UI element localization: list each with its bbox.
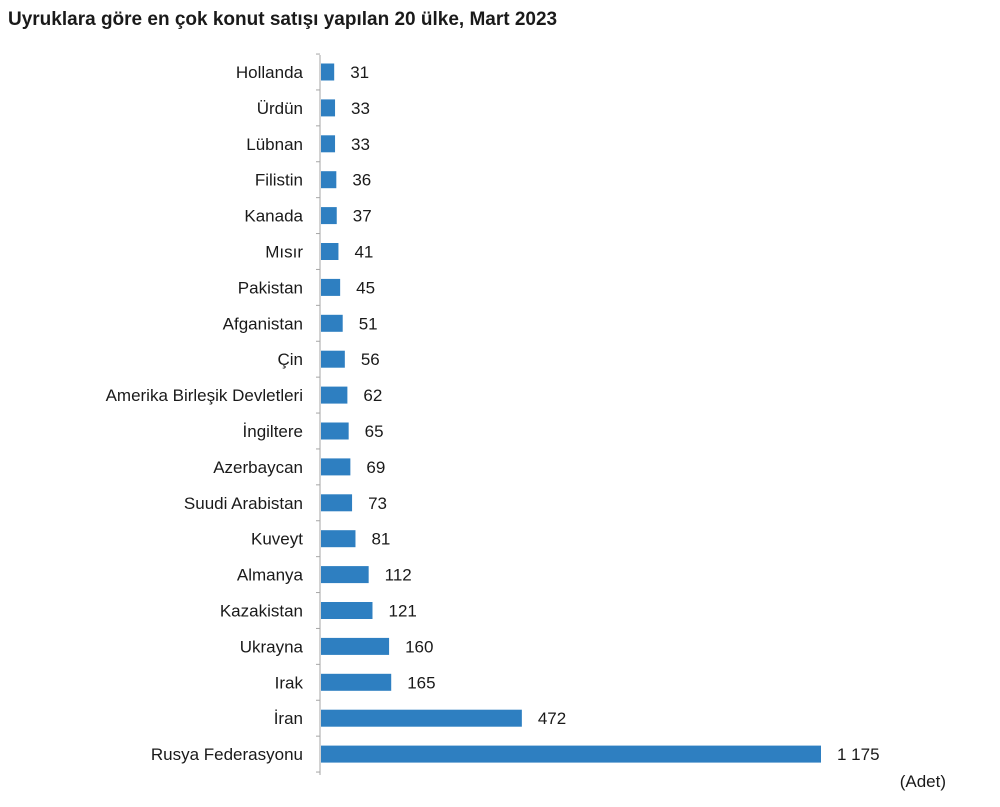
value-label: 56 — [361, 350, 380, 369]
value-label: 51 — [359, 314, 378, 333]
bar-group: Mısır 41 — [265, 233, 373, 262]
bar-group: Filistin 36 — [255, 161, 371, 190]
bar-group: İngiltere 65 — [243, 412, 384, 441]
category-label: Hollanda — [236, 63, 304, 82]
bar — [321, 458, 351, 476]
bar — [321, 386, 348, 404]
category-label: Afganistan — [223, 314, 303, 333]
bar-group: Kazakistan 121 — [220, 592, 417, 621]
bar — [321, 314, 343, 332]
bar-group: Irak 165 — [275, 663, 436, 692]
bar-group: İran 472 — [274, 699, 566, 728]
category-label: Kazakistan — [220, 602, 303, 621]
category-label: Irak — [275, 673, 304, 692]
category-label: Mısır — [265, 243, 303, 262]
bar — [321, 709, 522, 727]
bar-group: Almanya 112 — [237, 556, 412, 585]
value-label: 62 — [363, 386, 382, 405]
value-label: 472 — [538, 709, 566, 728]
bar-group: Afganistan 51 — [223, 304, 378, 333]
unit-label: (Adet) — [900, 772, 946, 791]
category-label: Almanya — [237, 566, 304, 585]
bar — [321, 422, 349, 440]
category-label: Kanada — [244, 207, 303, 226]
category-label: Suudi Arabistan — [184, 494, 303, 513]
category-label: İran — [274, 709, 303, 728]
bar — [321, 243, 339, 260]
value-label: 1 175 — [837, 745, 880, 764]
bar — [321, 530, 356, 548]
category-label: Amerika Birleşik Devletleri — [106, 386, 303, 405]
bar — [321, 99, 336, 117]
bar — [321, 637, 390, 655]
value-label: 81 — [371, 530, 390, 549]
bar — [321, 278, 341, 296]
category-label: Lübnan — [246, 135, 303, 154]
bar — [321, 63, 335, 81]
bar — [321, 602, 373, 619]
bar-group: Lübnan 33 — [246, 125, 370, 154]
value-label: 36 — [352, 171, 371, 190]
bar-group: Hollanda 31 — [236, 53, 369, 82]
bar-group: Rusya Federasyonu 1 175 — [151, 735, 880, 764]
bar-group: Ürdün 33 — [257, 89, 370, 118]
category-label: Rusya Federasyonu — [151, 745, 303, 764]
bar — [321, 350, 345, 368]
bar — [321, 207, 337, 225]
value-label: 165 — [407, 673, 435, 692]
bar — [321, 566, 369, 584]
category-label: Kuveyt — [251, 530, 303, 549]
bar-group: Çin 56 — [277, 340, 380, 369]
category-label: İngiltere — [243, 422, 303, 441]
bar — [321, 494, 353, 512]
bar-group: Amerika Birleşik Devletleri 62 — [106, 376, 382, 405]
chart-title: Uyruklara göre en çok konut satışı yapıl… — [8, 9, 558, 30]
value-label: 69 — [366, 458, 385, 477]
value-label: 45 — [356, 278, 375, 297]
value-label: 33 — [351, 135, 370, 154]
value-label: 31 — [350, 63, 369, 82]
category-label: Pakistan — [238, 278, 303, 297]
value-label: 160 — [405, 637, 433, 656]
value-label: 121 — [388, 602, 416, 621]
value-label: 112 — [385, 566, 412, 585]
category-label: Ürdün — [257, 99, 303, 118]
bar — [321, 745, 821, 763]
value-label: 41 — [354, 243, 373, 262]
category-label: Çin — [277, 350, 303, 369]
value-label: 73 — [368, 494, 387, 513]
bar-group: Azerbaycan 69 — [213, 448, 385, 477]
bar — [321, 135, 336, 153]
bar — [321, 673, 392, 691]
category-label: Azerbaycan — [213, 458, 303, 477]
category-label: Ukrayna — [240, 637, 304, 656]
value-label: 37 — [353, 207, 372, 226]
bar — [321, 171, 337, 189]
value-label: 65 — [365, 422, 384, 441]
bar-group: Suudi Arabistan 73 — [184, 484, 387, 513]
bar-group: Pakistan 45 — [238, 268, 375, 297]
bars-layer: Hollanda 31 Ürdün 33 Lübnan 33 Filistin 36 Kanad… — [106, 53, 880, 773]
bar-group: Kanada 37 — [244, 197, 372, 226]
value-label: 33 — [351, 99, 370, 118]
category-label: Filistin — [255, 171, 303, 190]
bar-group: Ukrayna 160 — [240, 627, 433, 656]
bar-group: Kuveyt 81 — [251, 520, 390, 549]
